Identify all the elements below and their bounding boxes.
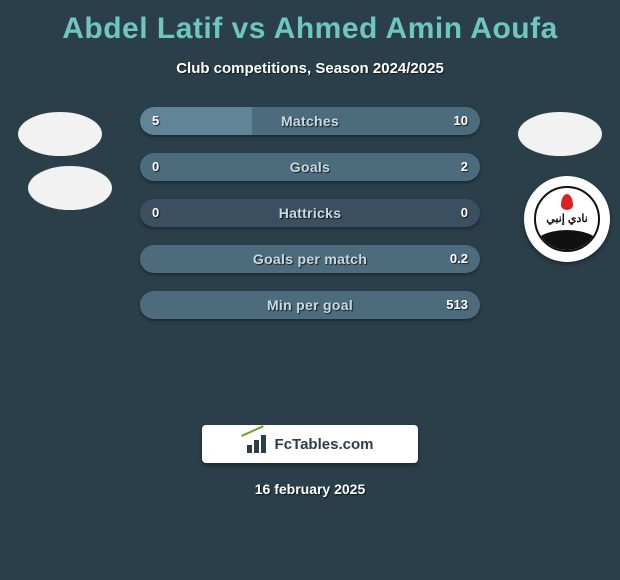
stat-value-right: 0 xyxy=(461,199,468,227)
stat-row: Goals0 2 xyxy=(140,153,480,181)
stat-value-right: 2 xyxy=(461,153,468,181)
brand-text: FcTables.com xyxy=(275,436,374,453)
stat-row: Min per goal513 xyxy=(140,291,480,319)
stat-label: Goals per match xyxy=(140,245,480,273)
stat-label: Hattricks xyxy=(140,199,480,227)
page-title: Abdel Latif vs Ahmed Amin Aoufa xyxy=(0,0,620,46)
stat-value-left: 5 xyxy=(152,107,159,135)
stat-label: Min per goal xyxy=(140,291,480,319)
stat-value-right: 513 xyxy=(446,291,468,319)
stat-value-right: 10 xyxy=(454,107,468,135)
stat-row: Matches5 10 xyxy=(140,107,480,135)
stat-value-left: 0 xyxy=(152,153,159,181)
page-subtitle: Club competitions, Season 2024/2025 xyxy=(0,60,620,77)
stat-bars: Matches510Goals02Hattricks00Goals per ma… xyxy=(140,107,480,337)
stat-row: Goals per match0.2 xyxy=(140,245,480,273)
stat-label: Matches xyxy=(140,107,480,135)
stat-value-left: 0 xyxy=(152,199,159,227)
stat-value-right: 0.2 xyxy=(450,245,468,273)
brand-chart-icon xyxy=(247,435,269,453)
stat-label: Goals xyxy=(140,153,480,181)
date-text: 16 february 2025 xyxy=(0,481,620,497)
stat-row: Hattricks0 0 xyxy=(140,199,480,227)
brand-badge[interactable]: FcTables.com xyxy=(202,425,418,463)
